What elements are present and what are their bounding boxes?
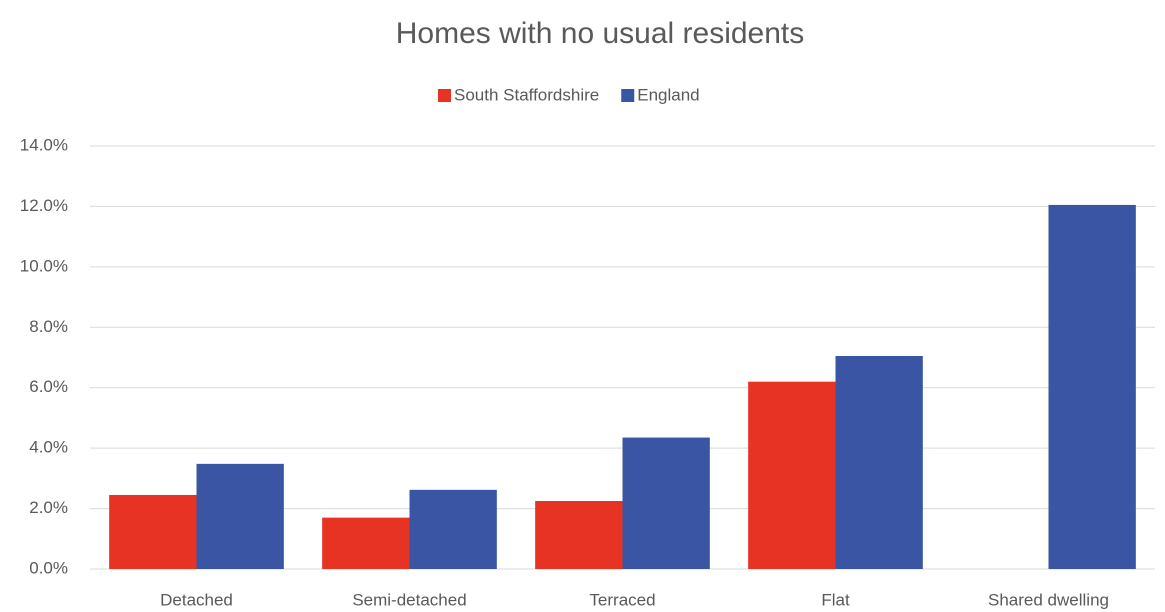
legend-swatch <box>438 89 451 102</box>
y-tick-label: 2.0% <box>29 498 68 517</box>
y-tick-label: 8.0% <box>29 317 68 336</box>
x-tick-label: Flat <box>821 590 850 609</box>
y-tick-label: 14.0% <box>20 135 68 154</box>
y-tick-label: 6.0% <box>29 377 68 396</box>
bar <box>322 517 410 569</box>
y-tick-label: 12.0% <box>20 196 68 215</box>
y-tick-label: 0.0% <box>29 558 68 577</box>
bar <box>109 494 197 569</box>
legend-label: England <box>637 85 699 104</box>
bar <box>835 355 923 569</box>
bar <box>409 489 497 569</box>
y-tick-label: 4.0% <box>29 438 68 457</box>
y-tick-label: 10.0% <box>20 256 68 275</box>
bar <box>1048 204 1136 570</box>
x-tick-label: Semi-detached <box>352 590 466 609</box>
x-tick-label: Terraced <box>589 590 655 609</box>
x-tick-label: Detached <box>160 590 233 609</box>
x-tick-label: Shared dwelling <box>988 590 1109 609</box>
bar <box>622 437 710 569</box>
chart-title: Homes with no usual residents <box>396 17 805 50</box>
legend-label: South Staffordshire <box>454 85 599 104</box>
bar <box>196 463 284 569</box>
bar <box>748 381 836 569</box>
legend-swatch <box>621 89 635 102</box>
bar <box>535 501 623 569</box>
